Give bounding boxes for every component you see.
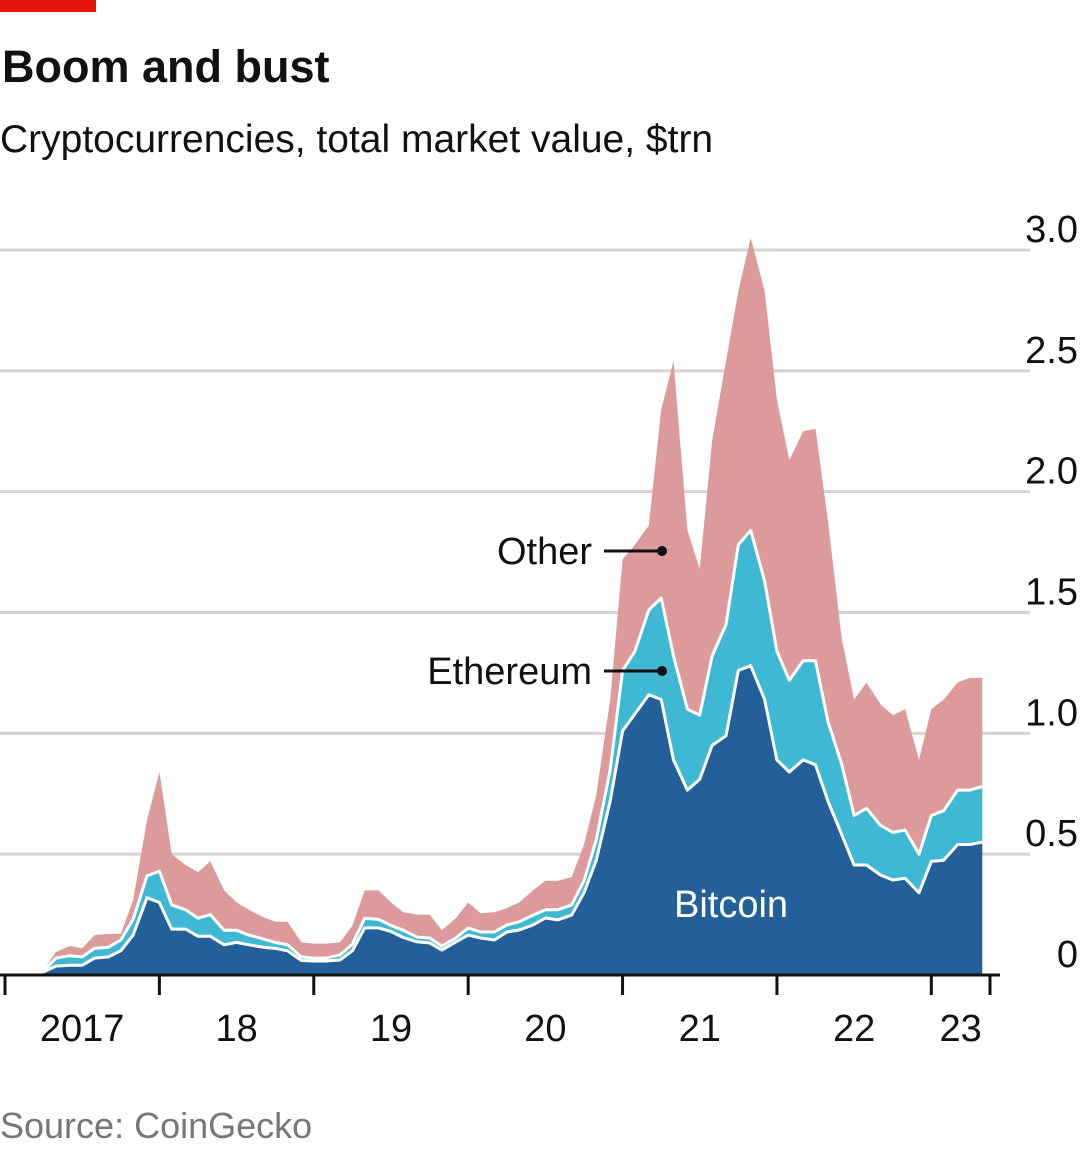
y-tick-label: 3.0 [1025,209,1078,251]
y-tick-label: 1.5 [1025,572,1078,614]
x-tick-label: 21 [679,1008,721,1050]
y-tick-label: 0 [1057,934,1078,976]
area [5,530,983,973]
other-label: Other [497,531,592,573]
x-tick-label: 23 [940,1008,982,1050]
source: Source: CoinGecko [0,1105,312,1146]
grid: 0 0.5 1.0 1.5 2.0 2.5 3.0 [0,209,1078,976]
y-tick-label: 0.5 [1025,813,1078,855]
x-tick-label: 20 [524,1008,566,1050]
axis: 2017 18 19 20 21 22 23 [0,973,1000,1050]
brand-bar [0,0,96,12]
other-dot [657,546,667,556]
x-tick-label: 19 [370,1008,412,1050]
y-tick-label: 2.0 [1025,451,1078,493]
area [5,237,983,973]
x-tick-label: 22 [833,1008,875,1050]
x-tick-label: 2017 [40,1008,125,1050]
labels: Other Ethereum Bitcoin [427,531,788,926]
y-tick-label: 1.0 [1025,692,1078,734]
x-tick-label: 18 [215,1008,257,1050]
ethereum-dot [657,666,667,676]
separator-line [5,664,983,975]
area [5,665,983,975]
chart-subtitle: Cryptocurrencies, total market value, $t… [0,118,713,161]
areas [4,237,983,975]
ethereum-label: Ethereum [427,651,592,693]
bitcoin-label: Bitcoin [674,884,788,926]
chart-title: Boom and bust [2,41,329,92]
separator-line [4,528,983,974]
y-tick-label: 2.5 [1025,330,1078,372]
